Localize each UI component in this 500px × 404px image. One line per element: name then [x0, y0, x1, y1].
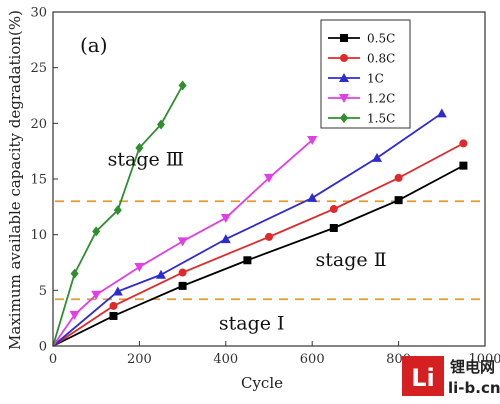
x-tick-label: 600 — [300, 352, 325, 367]
data-point-1-2c — [177, 237, 188, 247]
legend-marker-1-5c — [340, 113, 348, 123]
data-point-0-5c — [243, 256, 252, 265]
data-point-1-5c — [70, 268, 79, 279]
y-tick-label: 0 — [39, 340, 47, 355]
legend-box — [320, 19, 411, 129]
y-tick-label: 5 — [39, 284, 47, 299]
data-point-0-5c — [329, 223, 338, 232]
x-axis-title: Cycle — [241, 374, 283, 392]
panel-label: (a) — [80, 33, 108, 57]
data-point-0-8c — [109, 301, 118, 310]
watermark-logo-glyph: Li — [411, 364, 435, 392]
legend-label-1c: 1C — [367, 72, 384, 86]
data-point-1c — [307, 192, 318, 202]
legend-marker-0-5c — [340, 34, 348, 42]
data-point-1-5c — [135, 142, 144, 153]
data-point-0-8c — [329, 205, 338, 214]
legend-marker-0-8c — [340, 54, 348, 62]
data-point-0-8c — [178, 268, 187, 277]
stage-annotation-3: stage Ⅰ — [219, 312, 285, 334]
x-tick-label: 400 — [213, 352, 238, 367]
data-point-1-2c — [264, 173, 274, 183]
series-markers — [69, 80, 468, 320]
x-tick-label: 1000 — [468, 352, 500, 367]
watermark-logo — [402, 356, 444, 396]
data-point-1c — [156, 269, 166, 279]
legend-label-0-5c: 0.5C — [367, 32, 395, 46]
data-point-1-5c — [113, 205, 122, 216]
y-tick-label: 10 — [30, 228, 47, 243]
data-point-1-2c — [220, 213, 231, 223]
data-point-1-5c — [157, 119, 165, 130]
stage-annotation-2: stage Ⅱ — [316, 249, 387, 271]
y-axis-title: Maximum available capacity degradation(%… — [6, 10, 24, 350]
data-point-1-5c — [92, 226, 101, 237]
y-ticks: 0 5 10 15 20 25 30 — [30, 6, 58, 355]
data-point-0-5c — [459, 161, 468, 170]
data-point-0-8c — [265, 232, 273, 241]
legend-label-0-8c: 0.8C — [367, 52, 395, 66]
data-point-0-8c — [459, 139, 468, 148]
data-point-1c — [220, 234, 231, 244]
data-point-1-2c — [307, 136, 318, 146]
stage-annotation-1: stage Ⅲ — [108, 149, 184, 171]
data-point-1-5c — [178, 80, 187, 91]
legend: 0.5C 0.8C 1C 1.2C 1.5C — [320, 19, 411, 129]
x-ticks: 0 200 400 600 800 1000 — [49, 341, 500, 367]
legend-marker-1c — [339, 73, 349, 82]
y-tick-label: 25 — [30, 61, 47, 76]
data-point-1c — [436, 108, 447, 118]
data-point-1-2c — [91, 290, 102, 300]
y-tick-label: 20 — [30, 117, 47, 132]
data-point-0-5c — [178, 281, 187, 290]
legend-marker-1-2c — [339, 94, 349, 103]
watermark-url: li-b.cn — [448, 379, 500, 397]
data-point-0-5c — [394, 196, 403, 205]
watermark: Li 锂电网 li-b.cn — [402, 356, 500, 397]
x-tick-label: 0 — [49, 352, 57, 367]
watermark-chinese: 锂电网 — [450, 358, 495, 376]
y-tick-label: 15 — [30, 173, 47, 188]
data-point-1-2c — [69, 310, 80, 320]
legend-label-1-2c: 1.2C — [367, 92, 395, 106]
x-tick-label: 200 — [127, 352, 152, 367]
data-point-1c — [112, 286, 123, 296]
reference-lines — [55, 200, 483, 301]
data-point-0-5c — [109, 311, 118, 320]
stage-annotations: stage Ⅲ stage Ⅱ stage Ⅰ — [108, 149, 387, 335]
y-tick-label: 30 — [30, 6, 47, 21]
data-point-1-2c — [134, 262, 145, 272]
data-point-0-8c — [394, 173, 403, 182]
data-point-1c — [372, 152, 382, 162]
legend-label-1-5c: 1.5C — [367, 112, 395, 126]
